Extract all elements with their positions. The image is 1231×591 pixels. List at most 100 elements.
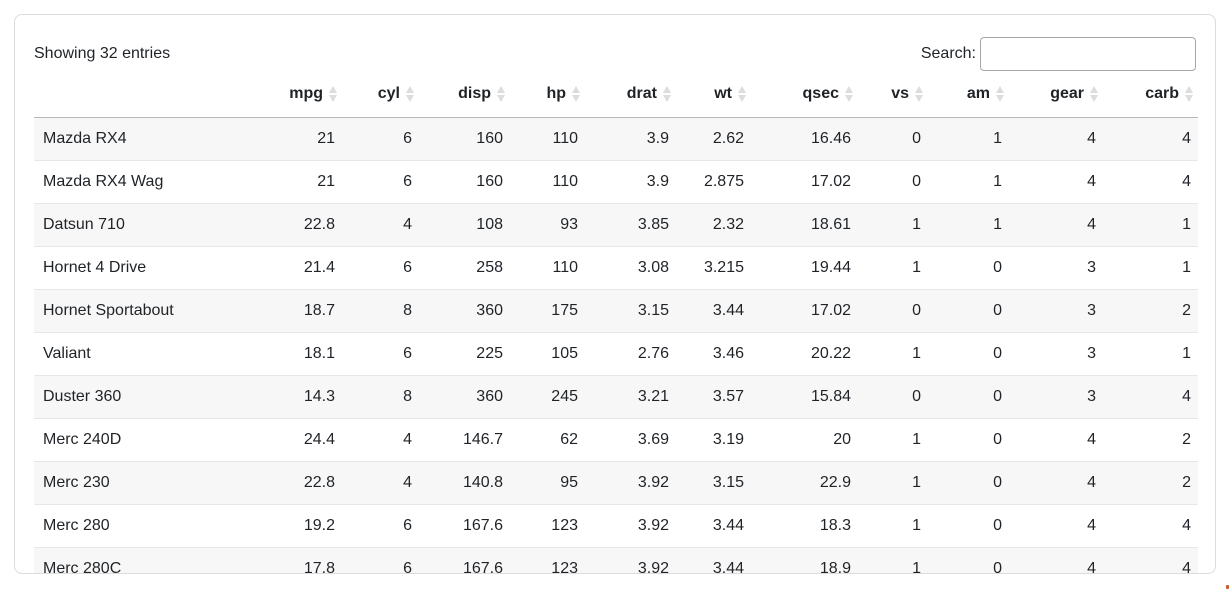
cell-vs: 0 bbox=[858, 375, 928, 419]
sort-icon bbox=[996, 86, 1004, 102]
column-header-disp[interactable]: disp bbox=[419, 71, 510, 118]
cell-gear: 3 bbox=[1009, 375, 1103, 419]
column-header-mpg[interactable]: mpg bbox=[258, 71, 342, 118]
cell-carb: 1 bbox=[1103, 203, 1198, 247]
search-label: Search: bbox=[920, 45, 976, 62]
cell-wt: 2.32 bbox=[676, 203, 751, 247]
row-name-cell: Merc 280 bbox=[34, 504, 258, 548]
cell-gear: 3 bbox=[1009, 289, 1103, 333]
cell-am: 0 bbox=[928, 461, 1009, 505]
column-label: gear bbox=[1050, 85, 1084, 102]
column-label: mpg bbox=[289, 85, 323, 102]
search-input[interactable] bbox=[980, 37, 1196, 71]
cell-vs: 1 bbox=[858, 203, 928, 247]
cell-carb: 4 bbox=[1103, 117, 1198, 161]
screenshot-artifact bbox=[1226, 585, 1229, 589]
column-header-am[interactable]: am bbox=[928, 71, 1009, 118]
column-label: carb bbox=[1145, 85, 1179, 102]
cell-qsec: 15.84 bbox=[751, 375, 858, 419]
column-header-gear[interactable]: gear bbox=[1009, 71, 1103, 118]
table-row: Mazda RX4 21 6 160 110 3.9 2.62 16.46 0 1 4 4 bbox=[34, 117, 1198, 161]
cell-wt: 3.44 bbox=[676, 504, 751, 548]
cell-cyl: 4 bbox=[342, 418, 419, 462]
column-header-carb[interactable]: carb bbox=[1103, 71, 1198, 118]
cell-cyl: 6 bbox=[342, 547, 419, 573]
table-row: Merc 240D 24.4 4 146.7 62 3.69 3.19 20 1 0 4 2 bbox=[34, 418, 1198, 462]
cell-hp: 95 bbox=[510, 461, 585, 505]
cell-mpg: 21 bbox=[258, 160, 342, 204]
entries-info: Showing 32 entries bbox=[34, 45, 171, 62]
cell-carb: 2 bbox=[1103, 418, 1198, 462]
cell-am: 1 bbox=[928, 160, 1009, 204]
cell-am: 0 bbox=[928, 332, 1009, 376]
column-header-hp[interactable]: hp bbox=[510, 71, 585, 118]
cell-am: 0 bbox=[928, 504, 1009, 548]
sort-icon bbox=[497, 86, 505, 102]
row-name-cell: Merc 230 bbox=[34, 461, 258, 505]
cell-cyl: 6 bbox=[342, 160, 419, 204]
cell-disp: 167.6 bbox=[419, 547, 510, 573]
cell-qsec: 18.9 bbox=[751, 547, 858, 573]
cell-wt: 3.15 bbox=[676, 461, 751, 505]
cell-qsec: 16.46 bbox=[751, 117, 858, 161]
cell-gear: 4 bbox=[1009, 418, 1103, 462]
cell-am: 1 bbox=[928, 203, 1009, 247]
sort-icon bbox=[915, 86, 923, 102]
cell-mpg: 18.1 bbox=[258, 332, 342, 376]
cell-cyl: 6 bbox=[342, 504, 419, 548]
column-label: wt bbox=[714, 85, 732, 102]
table-row: Duster 360 14.3 8 360 245 3.21 3.57 15.84 0 0 3 4 bbox=[34, 375, 1198, 419]
cell-cyl: 6 bbox=[342, 246, 419, 290]
cell-gear: 4 bbox=[1009, 160, 1103, 204]
table-row: Valiant 18.1 6 225 105 2.76 3.46 20.22 1 0 3 1 bbox=[34, 332, 1198, 376]
cell-carb: 4 bbox=[1103, 375, 1198, 419]
cell-gear: 4 bbox=[1009, 547, 1103, 573]
cell-wt: 2.875 bbox=[676, 160, 751, 204]
cell-wt: 3.46 bbox=[676, 332, 751, 376]
table-header-row: mpg cyl disp hp drat wt qsec vs am gear carb bbox=[34, 71, 1198, 118]
cell-hp: 245 bbox=[510, 375, 585, 419]
cell-vs: 1 bbox=[858, 332, 928, 376]
cell-hp: 110 bbox=[510, 117, 585, 161]
table-row: Merc 230 22.8 4 140.8 95 3.92 3.15 22.9 1 0 4 2 bbox=[34, 461, 1198, 505]
mtcars-table: mpg cyl disp hp drat wt qsec vs am gear carb Mazda… bbox=[34, 71, 1198, 573]
cell-drat: 3.15 bbox=[585, 289, 676, 333]
row-name-cell: Merc 240D bbox=[34, 418, 258, 462]
cell-drat: 2.76 bbox=[585, 332, 676, 376]
cell-qsec: 17.02 bbox=[751, 289, 858, 333]
row-name-cell: Hornet Sportabout bbox=[34, 289, 258, 333]
column-header-vs[interactable]: vs bbox=[858, 71, 928, 118]
column-label: disp bbox=[458, 85, 491, 102]
cell-disp: 160 bbox=[419, 117, 510, 161]
cell-cyl: 6 bbox=[342, 332, 419, 376]
column-header-cyl[interactable]: cyl bbox=[342, 71, 419, 118]
table-row: Merc 280C 17.8 6 167.6 123 3.92 3.44 18.9 1 0 4 4 bbox=[34, 547, 1198, 573]
cell-drat: 3.69 bbox=[585, 418, 676, 462]
column-header-wt[interactable]: wt bbox=[676, 71, 751, 118]
cell-carb: 2 bbox=[1103, 461, 1198, 505]
sort-icon bbox=[329, 86, 337, 102]
column-header-drat[interactable]: drat bbox=[585, 71, 676, 118]
cell-disp: 258 bbox=[419, 246, 510, 290]
column-label: am bbox=[966, 85, 990, 102]
cell-hp: 123 bbox=[510, 547, 585, 573]
cell-drat: 3.85 bbox=[585, 203, 676, 247]
cell-cyl: 8 bbox=[342, 375, 419, 419]
sort-icon bbox=[572, 86, 580, 102]
cell-disp: 225 bbox=[419, 332, 510, 376]
cell-drat: 3.08 bbox=[585, 246, 676, 290]
cell-mpg: 14.3 bbox=[258, 375, 342, 419]
cell-gear: 4 bbox=[1009, 461, 1103, 505]
table-card: Showing 32 entries Search: mpg cyl disp hp d… bbox=[14, 14, 1216, 574]
cell-carb: 4 bbox=[1103, 160, 1198, 204]
cell-disp: 140.8 bbox=[419, 461, 510, 505]
cell-wt: 3.44 bbox=[676, 547, 751, 573]
cell-mpg: 21 bbox=[258, 117, 342, 161]
row-name-cell: Mazda RX4 Wag bbox=[34, 160, 258, 204]
cell-vs: 1 bbox=[858, 246, 928, 290]
column-header-qsec[interactable]: qsec bbox=[751, 71, 858, 118]
sort-icon bbox=[1090, 86, 1098, 102]
cell-vs: 1 bbox=[858, 418, 928, 462]
cell-disp: 160 bbox=[419, 160, 510, 204]
sort-icon bbox=[663, 86, 671, 102]
